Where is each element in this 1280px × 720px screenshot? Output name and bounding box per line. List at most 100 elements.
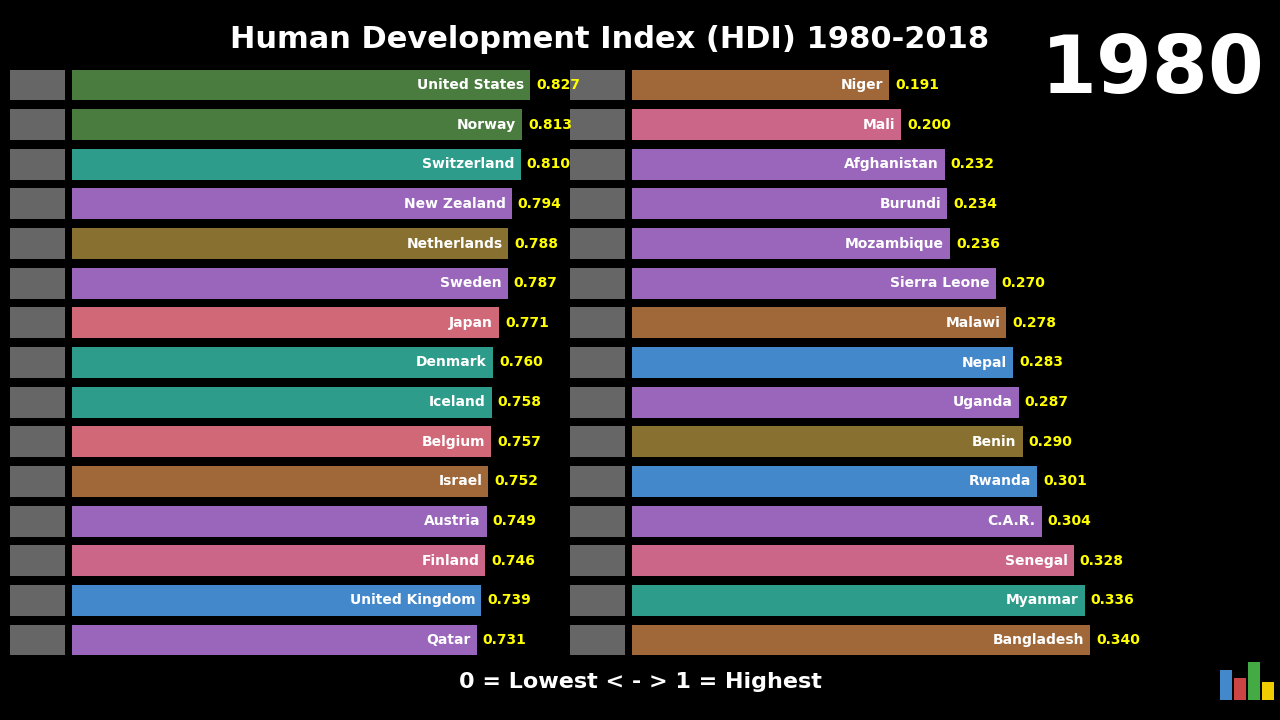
FancyBboxPatch shape — [1262, 682, 1274, 700]
FancyBboxPatch shape — [72, 70, 530, 101]
Text: Belgium: Belgium — [421, 435, 485, 449]
FancyBboxPatch shape — [632, 624, 1091, 655]
FancyBboxPatch shape — [72, 268, 508, 299]
Text: 0.290: 0.290 — [1029, 435, 1073, 449]
Text: 0.234: 0.234 — [954, 197, 997, 211]
Text: 0.794: 0.794 — [517, 197, 562, 211]
FancyBboxPatch shape — [10, 268, 65, 299]
FancyBboxPatch shape — [632, 70, 890, 101]
FancyBboxPatch shape — [72, 347, 493, 378]
Text: Mali: Mali — [863, 117, 896, 132]
FancyBboxPatch shape — [632, 585, 1084, 616]
Text: 0.813: 0.813 — [529, 117, 572, 132]
Text: 0.200: 0.200 — [908, 117, 951, 132]
Text: Israel: Israel — [439, 474, 483, 488]
FancyBboxPatch shape — [570, 228, 625, 259]
FancyBboxPatch shape — [570, 585, 625, 616]
Text: 0.771: 0.771 — [506, 316, 549, 330]
FancyBboxPatch shape — [72, 307, 499, 338]
FancyBboxPatch shape — [570, 347, 625, 378]
Text: 0.827: 0.827 — [536, 78, 580, 92]
FancyBboxPatch shape — [72, 545, 485, 576]
FancyBboxPatch shape — [632, 505, 1042, 536]
FancyBboxPatch shape — [632, 387, 1019, 418]
Text: 0.731: 0.731 — [483, 633, 526, 647]
FancyBboxPatch shape — [570, 268, 625, 299]
FancyBboxPatch shape — [10, 189, 65, 220]
Text: 0.336: 0.336 — [1091, 593, 1134, 608]
FancyBboxPatch shape — [632, 149, 945, 180]
Text: 0.270: 0.270 — [1002, 276, 1046, 290]
Text: Human Development Index (HDI) 1980-2018: Human Development Index (HDI) 1980-2018 — [230, 25, 989, 54]
Text: Qatar: Qatar — [426, 633, 471, 647]
FancyBboxPatch shape — [632, 189, 947, 220]
Text: 1980: 1980 — [1041, 32, 1265, 110]
Text: Afghanistan: Afghanistan — [844, 157, 938, 171]
Text: Japan: Japan — [449, 316, 493, 330]
Text: Netherlands: Netherlands — [406, 237, 503, 251]
FancyBboxPatch shape — [632, 545, 1074, 576]
FancyBboxPatch shape — [10, 545, 65, 576]
FancyBboxPatch shape — [570, 387, 625, 418]
Text: Mozambique: Mozambique — [845, 237, 943, 251]
Text: United Kingdom: United Kingdom — [349, 593, 475, 608]
FancyBboxPatch shape — [1234, 678, 1245, 700]
FancyBboxPatch shape — [10, 426, 65, 457]
Text: 0.788: 0.788 — [515, 237, 558, 251]
FancyBboxPatch shape — [10, 387, 65, 418]
Text: 0 = Lowest < - > 1 = Highest: 0 = Lowest < - > 1 = Highest — [458, 672, 822, 692]
FancyBboxPatch shape — [72, 189, 512, 220]
FancyBboxPatch shape — [10, 149, 65, 180]
Text: 0.739: 0.739 — [488, 593, 531, 608]
FancyBboxPatch shape — [570, 70, 625, 101]
Text: Iceland: Iceland — [429, 395, 486, 409]
Text: 0.304: 0.304 — [1047, 514, 1092, 528]
Text: Burundi: Burundi — [879, 197, 941, 211]
FancyBboxPatch shape — [72, 109, 522, 140]
Text: Rwanda: Rwanda — [969, 474, 1032, 488]
Text: 0.810: 0.810 — [526, 157, 571, 171]
Text: 0.278: 0.278 — [1012, 316, 1056, 330]
Text: 0.191: 0.191 — [895, 78, 940, 92]
Text: Finland: Finland — [421, 554, 479, 567]
Text: 0.758: 0.758 — [498, 395, 541, 409]
FancyBboxPatch shape — [570, 466, 625, 497]
FancyBboxPatch shape — [10, 70, 65, 101]
FancyBboxPatch shape — [10, 307, 65, 338]
Text: C.A.R.: C.A.R. — [987, 514, 1036, 528]
FancyBboxPatch shape — [632, 347, 1014, 378]
FancyBboxPatch shape — [72, 228, 508, 259]
FancyBboxPatch shape — [10, 624, 65, 655]
FancyBboxPatch shape — [10, 505, 65, 536]
Text: 0.787: 0.787 — [513, 276, 558, 290]
FancyBboxPatch shape — [570, 189, 625, 220]
FancyBboxPatch shape — [1248, 662, 1260, 700]
FancyBboxPatch shape — [632, 268, 996, 299]
FancyBboxPatch shape — [72, 466, 489, 497]
Text: Niger: Niger — [841, 78, 883, 92]
FancyBboxPatch shape — [72, 585, 481, 616]
Text: 0.236: 0.236 — [956, 237, 1000, 251]
FancyBboxPatch shape — [632, 466, 1038, 497]
FancyBboxPatch shape — [570, 624, 625, 655]
Text: Austria: Austria — [424, 514, 481, 528]
FancyBboxPatch shape — [10, 585, 65, 616]
FancyBboxPatch shape — [570, 426, 625, 457]
Text: Norway: Norway — [457, 117, 516, 132]
FancyBboxPatch shape — [72, 426, 492, 457]
Text: 0.749: 0.749 — [493, 514, 536, 528]
FancyBboxPatch shape — [570, 545, 625, 576]
Text: 0.328: 0.328 — [1080, 554, 1124, 567]
Text: United States: United States — [417, 78, 524, 92]
FancyBboxPatch shape — [72, 149, 521, 180]
Text: 0.760: 0.760 — [499, 356, 543, 369]
Text: Bangladesh: Bangladesh — [992, 633, 1084, 647]
Text: 0.301: 0.301 — [1043, 474, 1087, 488]
FancyBboxPatch shape — [10, 228, 65, 259]
FancyBboxPatch shape — [570, 109, 625, 140]
Text: Benin: Benin — [972, 435, 1016, 449]
Text: 0.283: 0.283 — [1019, 356, 1064, 369]
Text: Myanmar: Myanmar — [1006, 593, 1079, 608]
Text: 0.287: 0.287 — [1024, 395, 1069, 409]
Text: New Zealand: New Zealand — [404, 197, 506, 211]
